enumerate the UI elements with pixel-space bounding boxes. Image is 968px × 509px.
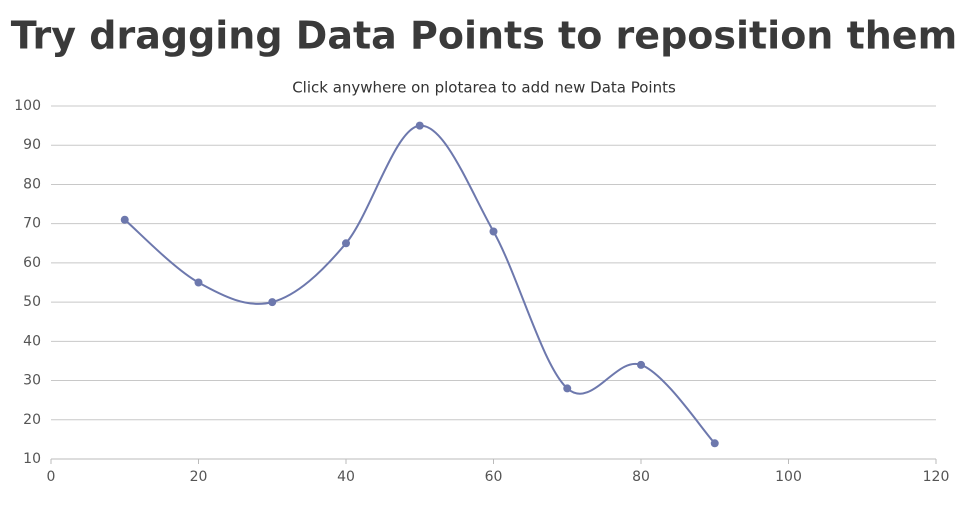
y-tick-label: 60 [23,255,41,271]
x-tick-label: 80 [632,469,650,485]
x-tick-label: 40 [337,469,355,485]
x-tick-label: 100 [775,469,802,485]
y-tick-label: 90 [23,137,41,153]
data-point [489,227,498,236]
y-tick-label: 40 [23,333,41,349]
data-point [710,439,719,448]
chart-subtitle: Click anywhere on plotarea to add new Da… [292,79,676,97]
y-tick-label: 70 [23,216,41,232]
data-point [415,121,424,130]
chart-title: Try dragging Data Points to reposition t… [11,14,957,58]
data-point [563,384,572,393]
x-tick-label: 120 [923,469,950,485]
y-tick-label: 50 [23,294,41,310]
data-point [268,298,277,307]
x-tick-label: 60 [485,469,503,485]
y-tick-label: 80 [23,176,41,192]
data-point [342,239,350,248]
y-tick-label: 100 [14,98,41,114]
spline-line [124,124,716,444]
y-tick-label: 20 [23,412,41,428]
data-point [194,278,203,287]
y-tick-label: 10 [23,451,41,467]
y-tick-label: 30 [23,373,41,389]
x-tick-label: 0 [47,469,56,485]
data-point [120,215,129,224]
x-tick-label: 20 [190,469,208,485]
data-point [637,360,645,369]
